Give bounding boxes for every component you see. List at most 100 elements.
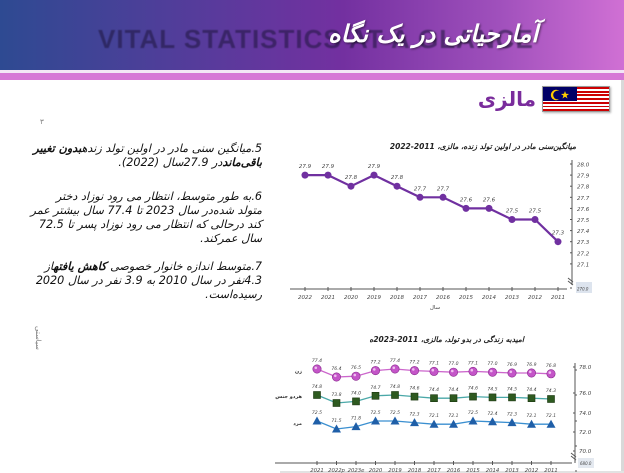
svg-text:74.4: 74.4 (429, 387, 439, 393)
svg-text:2011: 2011 (544, 468, 557, 473)
svg-text:74.5: 74.5 (487, 386, 497, 392)
country-name: مالزی (477, 87, 536, 111)
finding-number: 6. (251, 190, 262, 203)
svg-text:27.9: 27.9 (322, 164, 335, 170)
svg-text:77.2: 77.2 (409, 360, 419, 366)
svg-text:2018: 2018 (390, 295, 404, 301)
svg-text:27.6: 27.6 (460, 197, 473, 203)
svg-text:74.0: 74.0 (351, 390, 361, 396)
svg-text:2019: 2019 (367, 295, 381, 301)
svg-text:2012: 2012 (528, 295, 542, 301)
mother-age-line-chart: 28.0 27.9 27.8 27.7 27.6 27.5 27.4 27.3 27.2 27.1… (290, 160, 592, 311)
country-heading: مالزی (478, 86, 610, 112)
svg-text:2021: 2021 (310, 468, 323, 473)
svg-text:73.8: 73.8 (331, 392, 341, 398)
finding-text: میانگین سنی مادر در اولین تولد زنده (81, 142, 252, 155)
svg-text:سال: سال (430, 305, 441, 311)
svg-text:2017: 2017 (413, 295, 427, 301)
finding-text-end: در 27.9سال (2022). (118, 156, 223, 169)
svg-text:27.4: 27.4 (577, 229, 590, 235)
svg-text:هردو جنس: هردو جنس (275, 394, 302, 400)
header-divider (0, 70, 624, 73)
header-accent-bar (0, 73, 624, 80)
svg-text:2013: 2013 (505, 468, 519, 473)
svg-text:74.5: 74.5 (507, 386, 517, 392)
svg-text:74.6: 74.6 (409, 386, 419, 392)
side-mark-bottom: سیاستی (34, 326, 42, 350)
finding-7: 7.متوسط اندازه خانوار خصوصی کاهش یافتهاز… (30, 260, 262, 302)
malaysia-flag-icon (542, 86, 610, 112)
svg-text:72.1: 72.1 (526, 413, 536, 419)
svg-text:2012: 2012 (525, 468, 539, 473)
svg-text:27.7: 27.7 (437, 186, 450, 192)
finding-emphasis: کاهش یافته (53, 260, 107, 273)
svg-text:76.9: 76.9 (526, 362, 536, 368)
svg-text:77.2: 77.2 (370, 360, 380, 366)
svg-text:28.0: 28.0 (577, 163, 590, 169)
svg-text:77.0: 77.0 (487, 361, 497, 367)
svg-text:77.1: 77.1 (429, 360, 439, 366)
svg-text:27.8: 27.8 (577, 185, 590, 191)
svg-text:27.9: 27.9 (577, 174, 590, 180)
svg-text:72.1: 72.1 (546, 413, 556, 419)
svg-text:27.5: 27.5 (577, 218, 590, 224)
svg-text:27.2: 27.2 (577, 251, 590, 257)
svg-text:2014: 2014 (486, 468, 499, 473)
svg-text:27.9: 27.9 (368, 164, 381, 170)
svg-text:270.0: 270.0 (577, 287, 589, 292)
svg-text:71.5: 71.5 (331, 418, 341, 424)
finding-number: 5. (251, 142, 262, 155)
svg-text:2014: 2014 (482, 295, 496, 301)
svg-text:77.1: 77.1 (468, 360, 478, 366)
svg-text:27.5: 27.5 (529, 209, 542, 215)
svg-text:76.5: 76.5 (351, 365, 361, 371)
svg-text:72.4: 72.4 (487, 411, 497, 417)
svg-text:2018: 2018 (408, 468, 422, 473)
page-bottom-border (280, 471, 624, 473)
page-title: آمارحیاتی در یک نگاه (328, 20, 538, 48)
svg-text:27.8: 27.8 (391, 175, 404, 181)
svg-text:2016: 2016 (447, 468, 461, 473)
svg-text:2015: 2015 (466, 468, 480, 473)
flag-canton (543, 87, 577, 101)
svg-text:74.8: 74.8 (390, 384, 400, 390)
chart1-title: میانگین‌سنی مادر در اولین تولد زنده، مال… (389, 142, 576, 151)
svg-text:2021: 2021 (321, 295, 335, 301)
svg-text:2015: 2015 (459, 295, 473, 301)
finding-5: 5.میانگین سنی مادر در اولین تولد زندهبدو… (30, 142, 262, 170)
svg-text:72.3: 72.3 (507, 412, 517, 418)
svg-text:27.7: 27.7 (414, 186, 427, 192)
svg-text:76.8: 76.8 (546, 363, 556, 369)
svg-text:72.3: 72.3 (409, 412, 419, 418)
svg-text:71.8: 71.8 (351, 416, 361, 422)
svg-text:680.0: 680.0 (580, 461, 592, 466)
svg-text:27.5: 27.5 (506, 209, 519, 215)
svg-text:2020: 2020 (344, 295, 358, 301)
svg-text:74.0: 74.0 (579, 411, 592, 417)
chart2-title: امیدبه زندگی در بدو تولد، مالزی، 2011-20… (369, 335, 524, 344)
svg-text:78.0: 78.0 (579, 365, 592, 371)
svg-text:74.3: 74.3 (546, 388, 556, 394)
finding-text: به طور متوسط، انتظار می رود نوزاد دختر م… (30, 190, 262, 245)
svg-text:2011: 2011 (551, 295, 565, 301)
svg-text:27.9: 27.9 (299, 164, 312, 170)
banner-ghost-title: VITAL STATISTICS AT A GLANCE (98, 24, 534, 54)
svg-text:2016: 2016 (436, 295, 450, 301)
svg-text:72.5: 72.5 (312, 410, 322, 416)
finding-text: متوسط اندازه خانوار خصوصی (106, 260, 252, 273)
finding-emphasis: بدون تغییر باقی‌ماند (33, 142, 262, 169)
svg-text:76.0: 76.0 (579, 391, 592, 397)
svg-text:زن: زن (295, 369, 302, 375)
svg-text:77.0: 77.0 (448, 361, 458, 367)
svg-text:2019: 2019 (388, 468, 402, 473)
svg-text:27.6: 27.6 (483, 197, 496, 203)
svg-text:76.4: 76.4 (331, 366, 341, 372)
svg-text:2022p: 2022p (328, 468, 345, 473)
svg-text:27.8: 27.8 (345, 175, 358, 181)
svg-text:70.0: 70.0 (579, 449, 592, 455)
svg-text:72.5: 72.5 (390, 410, 400, 416)
svg-text:72.1: 72.1 (448, 413, 458, 419)
svg-text:77.4: 77.4 (312, 358, 322, 364)
svg-text:74.7: 74.7 (370, 385, 380, 391)
svg-text:27.7: 27.7 (577, 196, 590, 202)
